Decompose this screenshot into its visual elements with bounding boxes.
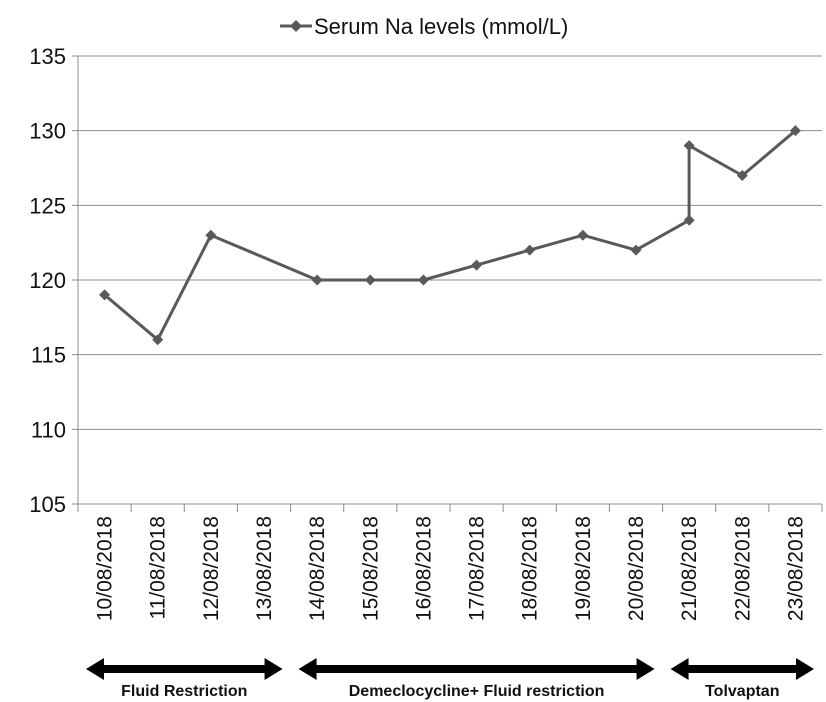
x-tick-label: 21/08/2018 [678, 516, 701, 621]
data-point-marker [789, 125, 801, 137]
data-point-marker [205, 229, 217, 241]
phase-arrow-head-left [298, 658, 317, 680]
data-point-marker [99, 289, 111, 301]
x-tick-label: 20/08/2018 [625, 516, 648, 621]
phase-arrow-head-right [636, 658, 655, 680]
phase-arrow-head-left [670, 658, 689, 680]
x-tick-label: 18/08/2018 [519, 516, 542, 621]
x-tick-label: 16/08/2018 [412, 516, 435, 621]
data-point-marker [417, 274, 429, 286]
y-tick-label: 125 [29, 193, 66, 218]
data-point-marker [471, 259, 483, 271]
phase-label: Demeclocycline+ Fluid restriction [349, 683, 605, 700]
x-tick-label: 14/08/2018 [306, 516, 329, 621]
phase-arrow-head-right [264, 658, 283, 680]
x-tick-label: 23/08/2018 [784, 516, 807, 621]
x-tick-label: 11/08/2018 [147, 516, 170, 620]
x-tick-label: 10/08/2018 [94, 516, 117, 621]
y-axis-ticks: 105 110 115 120 125 130 135 [29, 44, 66, 517]
treatment-phases: Fluid Restriction Demeclocycline+ Fluid r… [86, 658, 814, 700]
x-tick-label: 19/08/2018 [572, 516, 595, 621]
phase-arrow-head-left [86, 658, 104, 680]
data-point-marker [736, 169, 748, 181]
data-point-marker [524, 244, 536, 256]
x-tick-label: 22/08/2018 [731, 516, 754, 621]
y-tick-label: 130 [29, 119, 66, 144]
x-tick-label: 15/08/2018 [359, 516, 382, 621]
data-point-marker [364, 274, 376, 286]
y-tick-label: 135 [29, 44, 66, 69]
legend: Serum Na levels (mmol/L) [280, 14, 568, 39]
series-line [103, 129, 797, 342]
y-tick-label: 120 [29, 268, 66, 293]
phase-label: Tolvaptan [705, 683, 779, 700]
gridlines [72, 55, 823, 512]
y-tick-label: 110 [31, 417, 66, 442]
legend-label: Serum Na levels (mmol/L) [314, 14, 568, 39]
series-serum-na [99, 125, 801, 346]
phase-label: Fluid Restriction [121, 683, 247, 700]
data-point-marker [577, 229, 589, 241]
phase-arrow-head-right [796, 658, 814, 680]
y-tick-label: 115 [31, 343, 66, 368]
x-axis-ticks: 10/08/2018 11/08/2018 12/08/2018 13/08/2018… [94, 516, 808, 621]
x-tick-label: 17/08/2018 [466, 516, 489, 621]
data-point-marker [311, 274, 323, 286]
data-point-marker [630, 244, 642, 256]
y-tick-label: 105 [29, 492, 66, 517]
data-point-marker [152, 334, 164, 346]
data-point-marker [683, 140, 695, 152]
x-tick-label: 13/08/2018 [253, 516, 276, 621]
data-point-marker [683, 214, 695, 226]
legend-marker-swatch [290, 20, 302, 32]
x-tick-label: 12/08/2018 [200, 516, 223, 621]
